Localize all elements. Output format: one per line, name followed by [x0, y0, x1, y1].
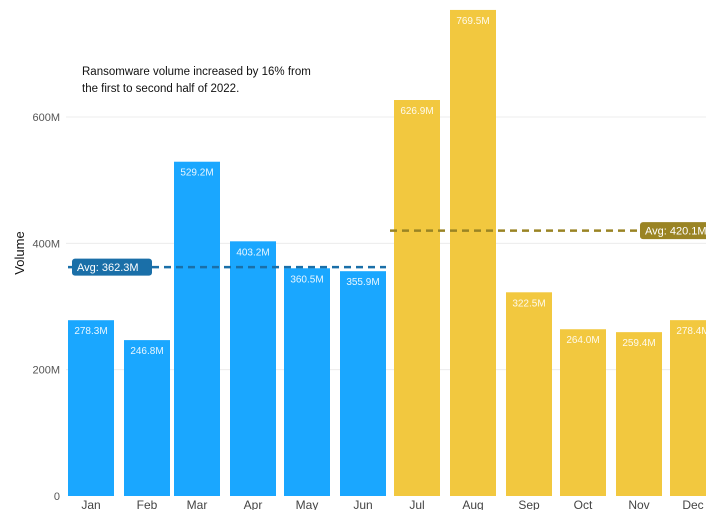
y-tick-label: 600M [32, 112, 60, 124]
y-tick-label: 0 [54, 491, 60, 503]
bar-aug [450, 9, 496, 497]
x-tick-label: Apr [244, 498, 263, 510]
data-label: 626.9M [400, 106, 433, 117]
bar-apr [230, 241, 276, 496]
bar-jan [68, 320, 114, 496]
annotation-line-2: the first to second half of 2022. [82, 83, 240, 95]
x-tick-label: May [296, 498, 319, 510]
average-badge [640, 222, 706, 240]
x-tick-label: Sep [518, 498, 540, 510]
data-label: 259.4M [622, 338, 655, 349]
x-tick-label: Jan [81, 498, 100, 510]
bar-jul [394, 100, 440, 496]
x-tick-label: Jul [409, 498, 424, 510]
x-tick-label: Jun [353, 498, 372, 510]
data-label: 403.2M [236, 247, 269, 258]
bar-oct [560, 329, 606, 496]
y-axis-ticks: 0 200M 400M 600M [32, 112, 60, 503]
data-label: 769.5M [456, 16, 489, 27]
bar-nov [616, 332, 662, 496]
average-label: Avg: 420.1M [645, 226, 706, 238]
bar-may [284, 268, 330, 496]
data-label: 264.0M [566, 335, 599, 346]
average-lines: Avg: 362.3M Avg: 420.1M [68, 222, 706, 276]
data-label: 355.9M [346, 277, 379, 288]
y-tick-label: 400M [32, 238, 60, 250]
bars: 278.3M 246.8M 529.2M 403.2M 360.5M 355.9M 626.… [68, 9, 706, 497]
data-label: 322.5M [512, 298, 545, 309]
data-label: 278.3M [74, 326, 107, 337]
data-label: 529.2M [180, 168, 213, 179]
x-axis-ticks: Jan Feb Mar Apr May Jun Jul Aug Sep Oct Nov Dec [81, 498, 703, 510]
data-label: 246.8M [130, 346, 163, 357]
bar-jun [340, 271, 386, 496]
bar-mar [174, 161, 220, 497]
data-label: 278.4M [676, 326, 706, 337]
bar-sep [506, 292, 552, 496]
data-label: 360.5M [290, 274, 323, 285]
x-tick-label: Mar [187, 498, 208, 510]
x-tick-label: Dec [682, 498, 703, 510]
x-tick-label: Nov [628, 498, 649, 510]
y-axis-title: Volume [12, 231, 27, 274]
annotation-text: Ransomware volume increased by 16% from … [82, 64, 322, 98]
y-tick-label: 200M [32, 365, 60, 377]
average-badge [72, 258, 152, 276]
x-tick-label: Aug [462, 498, 483, 510]
bar-dec [670, 320, 706, 496]
x-tick-label: Oct [574, 498, 593, 510]
average-label: Avg: 362.3M [77, 262, 139, 274]
annotation-line-1: Ransomware volume increased by 16% from [82, 66, 311, 78]
bar-feb [124, 340, 170, 496]
x-tick-label: Feb [137, 498, 158, 510]
